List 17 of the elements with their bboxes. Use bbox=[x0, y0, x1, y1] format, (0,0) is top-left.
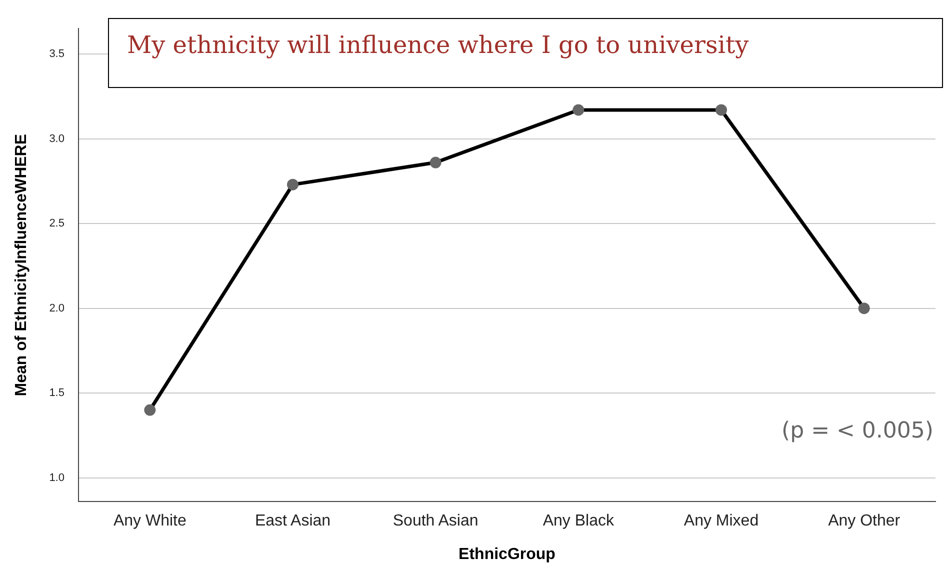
y-tick-label: 2.0 bbox=[49, 302, 64, 314]
y-tick-label: 3.5 bbox=[49, 48, 64, 60]
y-axis-title: Mean of EthnicityInfluenceWHERE bbox=[13, 134, 30, 396]
x-tick-label: South Asian bbox=[392, 512, 478, 530]
x-tick-label: East Asian bbox=[254, 512, 331, 530]
y-tick-label: 3.0 bbox=[49, 132, 64, 145]
y-tick-label: 1.0 bbox=[49, 472, 64, 484]
x-tick-label: Any Other bbox=[828, 512, 901, 530]
x-tick-label: Any Mixed bbox=[684, 512, 759, 530]
x-axis-title: EthnicGroup bbox=[458, 546, 556, 563]
chart-title: My ethnicity will influence where I go to university bbox=[127, 31, 749, 59]
annotation: (p = < 0.005) bbox=[782, 418, 934, 444]
y-tick-label: 1.5 bbox=[49, 387, 64, 400]
y-tick-label: 2.5 bbox=[49, 218, 64, 230]
x-tick-label: Any White bbox=[113, 512, 186, 530]
title-frame: My ethnicity will influence where I go to university bbox=[108, 18, 943, 88]
x-tick-label: Any Black bbox=[542, 512, 615, 530]
